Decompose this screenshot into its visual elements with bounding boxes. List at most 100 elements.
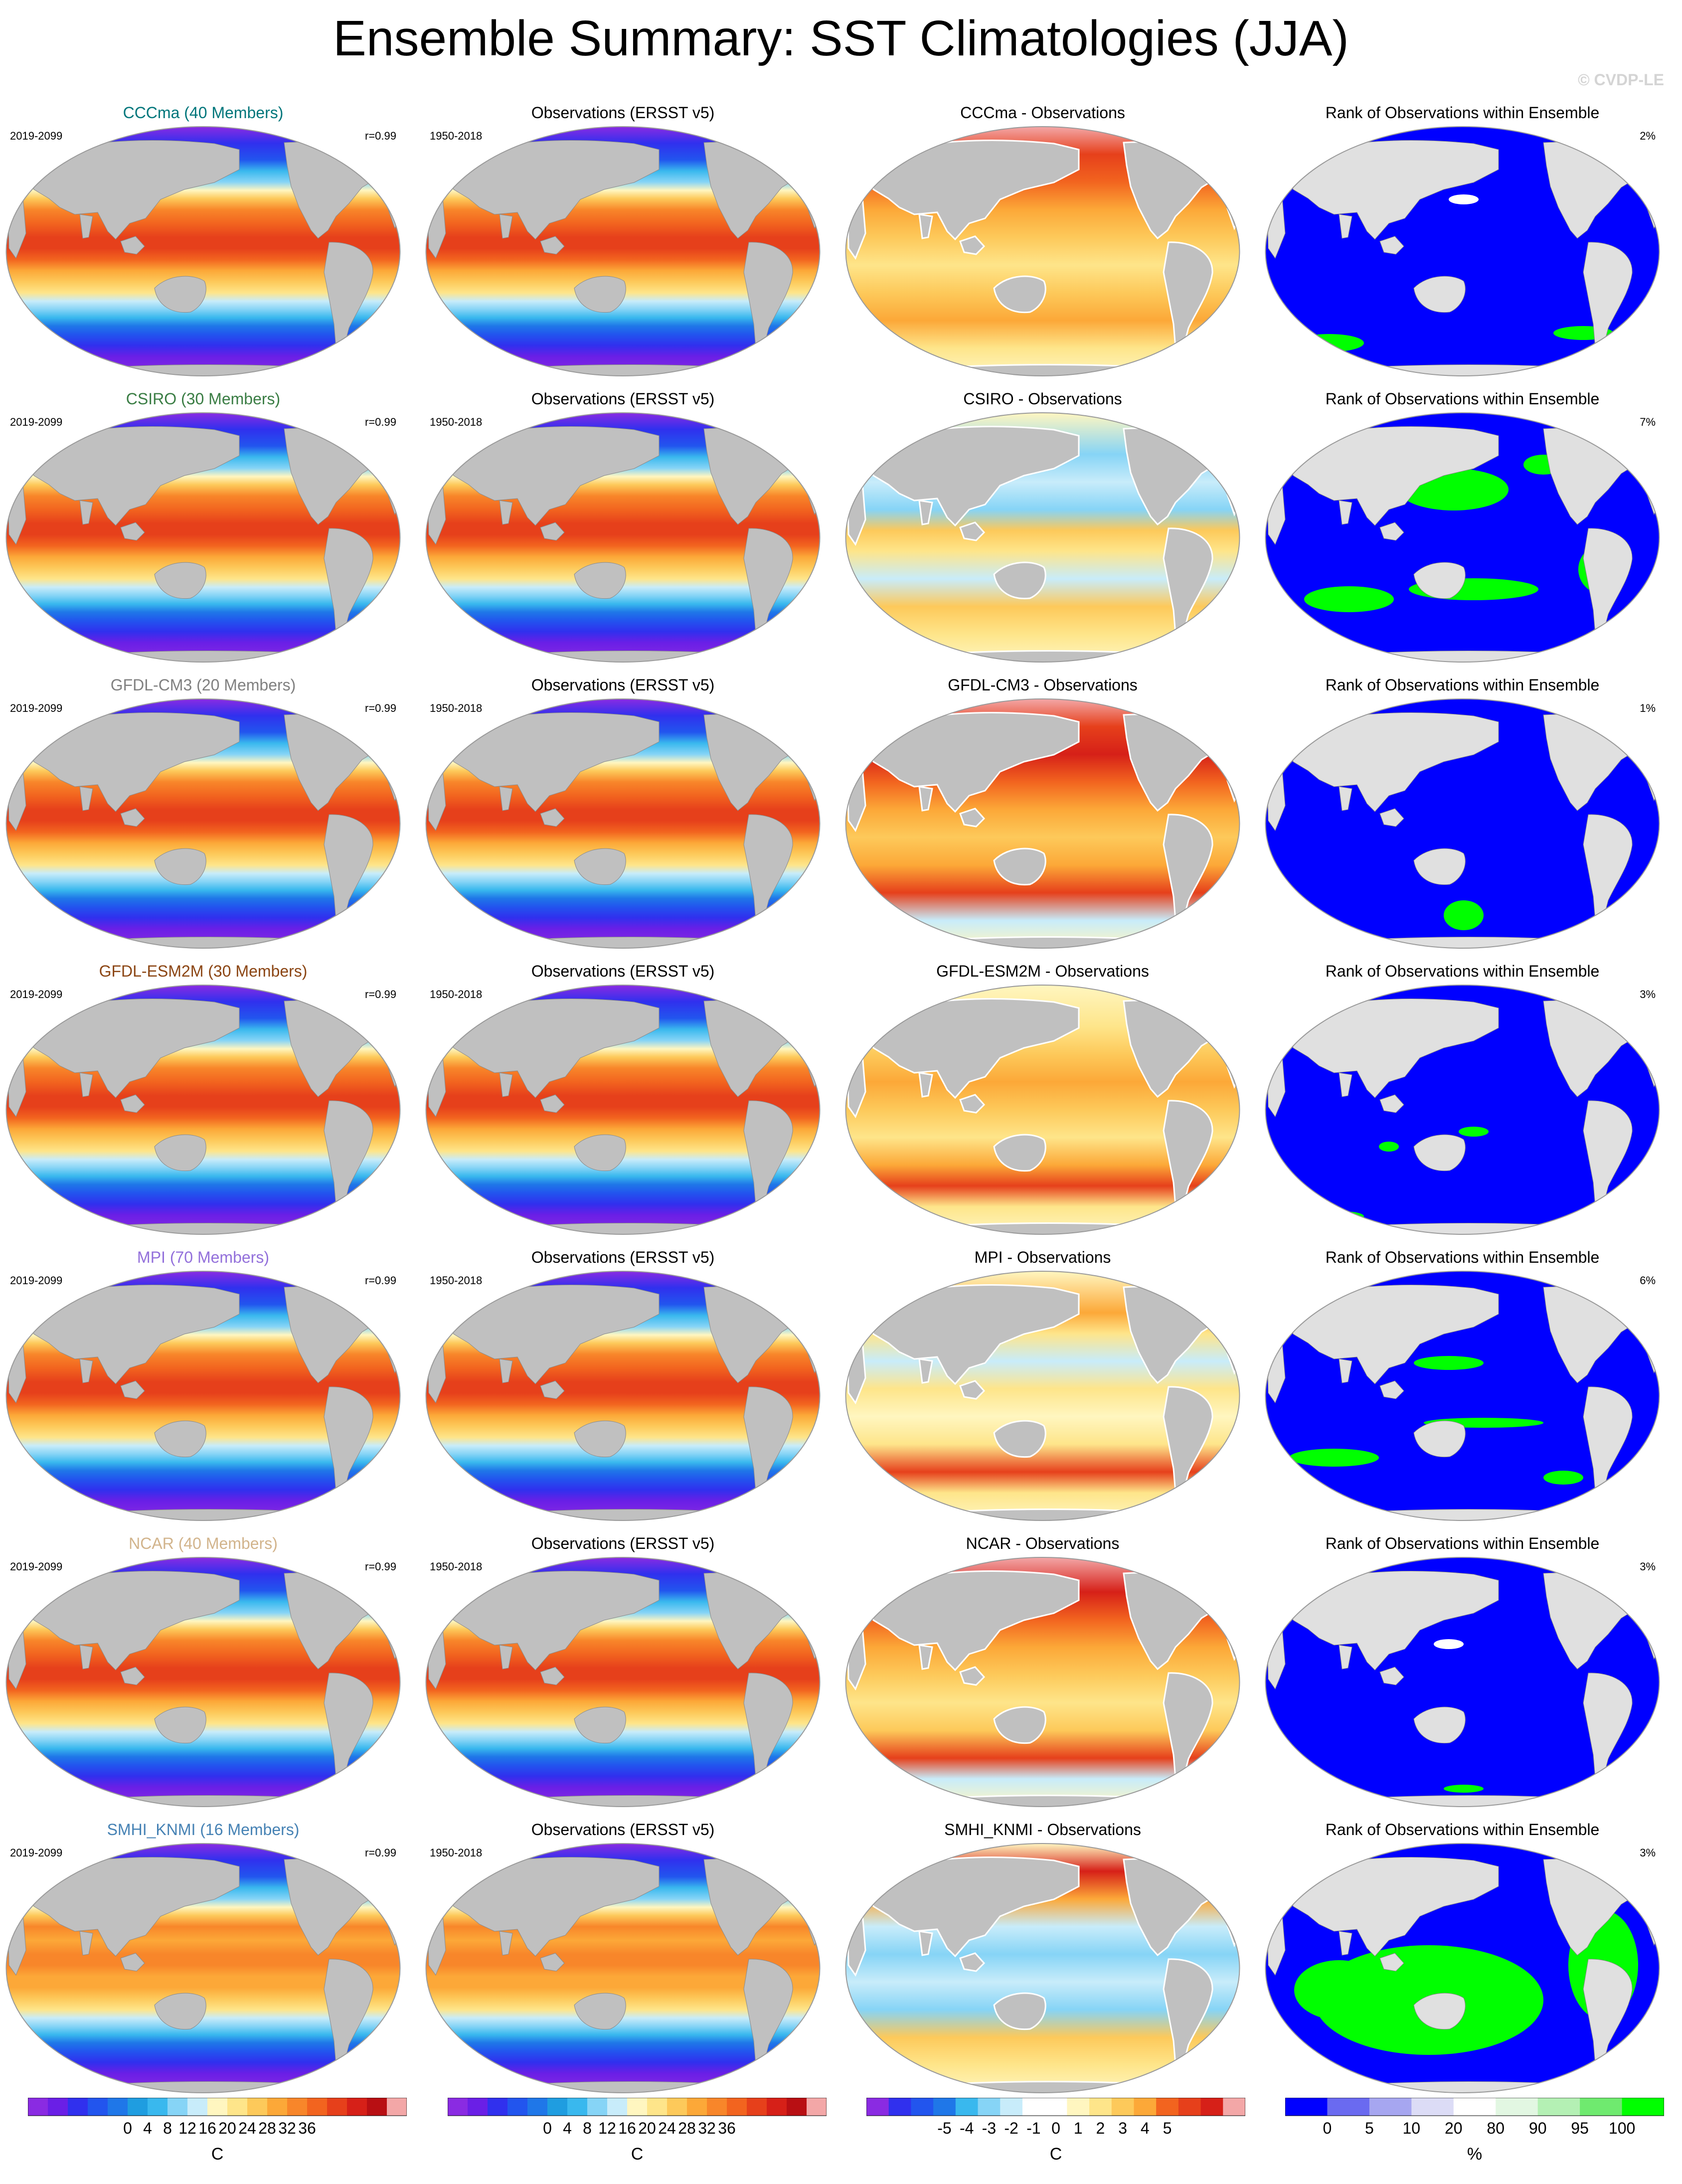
map-outline (845, 1271, 1240, 1521)
land-antarctica (484, 364, 774, 376)
land-se-asia (959, 521, 986, 541)
colorbar-unit-label: C (211, 2145, 224, 2164)
rank-panel: Rank of Observations within Ensemble 7% (1259, 386, 1666, 672)
colorbar-swatch (128, 2098, 148, 2116)
panel-row: GFDL-ESM2M (30 Members) 2019-2099 r=0.99 Ob… (0, 958, 1682, 1244)
world-map (425, 1554, 831, 1810)
land-south-america (743, 1673, 793, 1779)
land-antarctica (904, 936, 1194, 948)
colorbar-swatch (1327, 2098, 1370, 2116)
period-label: 2019-2099 (10, 702, 63, 714)
land-se-asia (959, 1666, 986, 1686)
land-india (79, 1358, 93, 1383)
world-map (5, 410, 411, 665)
map-outline (845, 1557, 1240, 1807)
land-india (79, 1931, 93, 1956)
colorbar-swatch (567, 2098, 588, 2116)
land-india (499, 1931, 513, 1956)
colorbar-swatch (647, 2098, 668, 2116)
land-greenland (783, 999, 817, 1019)
colorbar-tick-label: 20 (1445, 2119, 1463, 2137)
map-outline (5, 985, 401, 1235)
colorbar-border (866, 2098, 1245, 2116)
land-greenland (783, 1571, 817, 1592)
colorbar-tick-label: 28 (678, 2119, 696, 2137)
map-outline (1265, 698, 1660, 949)
colorbar-swatch (767, 2098, 787, 2116)
colorbar-swatch (1156, 2098, 1179, 2116)
land-india (1339, 786, 1352, 811)
land-greenland (363, 999, 397, 1019)
colorbar-swatch (933, 2098, 956, 2116)
land-india (1339, 1931, 1352, 1956)
period-label: 1950-2018 (430, 130, 483, 142)
colorbar-tick-label: 20 (638, 2119, 656, 2137)
colorbar-tick-label: -4 (960, 2119, 974, 2137)
observations-panel: Observations (ERSST v5) 1950-2018 (420, 672, 826, 958)
land-australia (993, 847, 1046, 886)
colorbar-difference: -5 -4 -3 -2 -1 0 1 2 3 4 5 C (866, 2098, 1245, 2168)
land-india (79, 786, 93, 811)
land-australia (993, 1134, 1046, 1172)
land-india (918, 1358, 933, 1384)
land-greenland (1623, 1571, 1656, 1592)
land-antarctica (904, 2081, 1194, 2093)
land-india (499, 500, 513, 525)
land-south-america (1163, 241, 1213, 349)
panel-title: Rank of Observations within Ensemble (1325, 962, 1600, 980)
land-antarctica (64, 1223, 354, 1234)
watermark: © CVDP-LE (1578, 71, 1664, 89)
land-greenland (363, 712, 397, 733)
land-greenland (1623, 999, 1656, 1019)
panel-title: CSIRO (30 Members) (126, 390, 281, 408)
colorbar-tick-label: 8 (163, 2119, 172, 2137)
world-map (425, 1841, 831, 2096)
difference-panel: SMHI_KNMI - Observations (840, 1817, 1246, 2103)
land-greenland (1202, 1856, 1237, 1878)
rank-percent-label: 3% (1640, 1560, 1656, 1573)
rank-panel: Rank of Observations within Ensemble 3% (1259, 1817, 1666, 2103)
map-outline (1265, 1271, 1660, 1521)
land-antarctica (904, 1795, 1194, 1807)
world-map (425, 696, 831, 951)
panel-row: SMHI_KNMI (16 Members) 2019-2099 r=0.99 Obs… (0, 1817, 1682, 2103)
colorbar-tick-label: 4 (143, 2119, 152, 2137)
panel-title: Rank of Observations within Ensemble (1325, 390, 1600, 408)
land-south-america (743, 814, 793, 921)
world-map (844, 1268, 1251, 1523)
panel-title: Rank of Observations within Ensemble (1325, 1534, 1600, 1552)
land-antarctica (64, 2081, 354, 2093)
rank-percent-label: 2% (1640, 130, 1656, 142)
land-greenland (363, 1571, 397, 1592)
colorbar-swatch (527, 2098, 548, 2116)
land-india (918, 1072, 933, 1098)
land-australia (993, 1706, 1046, 1744)
land-india (499, 1358, 513, 1383)
map-outline (5, 126, 401, 376)
period-label: 2019-2099 (10, 1274, 63, 1287)
correlation-label: r=0.99 (365, 702, 396, 714)
land-south-america (1583, 528, 1633, 635)
colorbar-tick-label: 36 (718, 2119, 736, 2137)
period-label: 2019-2099 (10, 1560, 63, 1573)
observations-panel: Observations (ERSST v5) 1950-2018 (420, 100, 826, 386)
land-australia (993, 1992, 1046, 2030)
land-australia (154, 848, 206, 885)
difference-panel: MPI - Observations (840, 1244, 1246, 1530)
map-outline (1265, 985, 1660, 1235)
colorbar-swatch (48, 2098, 68, 2116)
land-south-america (324, 528, 373, 635)
colorbar-swatch (1067, 2098, 1090, 2116)
rank-percent-label: 1% (1640, 702, 1656, 714)
period-label: 2019-2099 (10, 416, 63, 428)
rank-region (1289, 1449, 1379, 1467)
colorbar-swatch (168, 2098, 188, 2116)
land-australia (154, 1134, 206, 1172)
period-label: 1950-2018 (430, 988, 483, 1001)
colorbar-tick-label: -1 (1026, 2119, 1040, 2137)
land-greenland (1623, 140, 1656, 161)
colorbar-swatch (807, 2098, 827, 2116)
rank-region (1434, 1639, 1464, 1649)
colorbar-swatch (207, 2098, 228, 2116)
land-south-america (743, 528, 793, 635)
